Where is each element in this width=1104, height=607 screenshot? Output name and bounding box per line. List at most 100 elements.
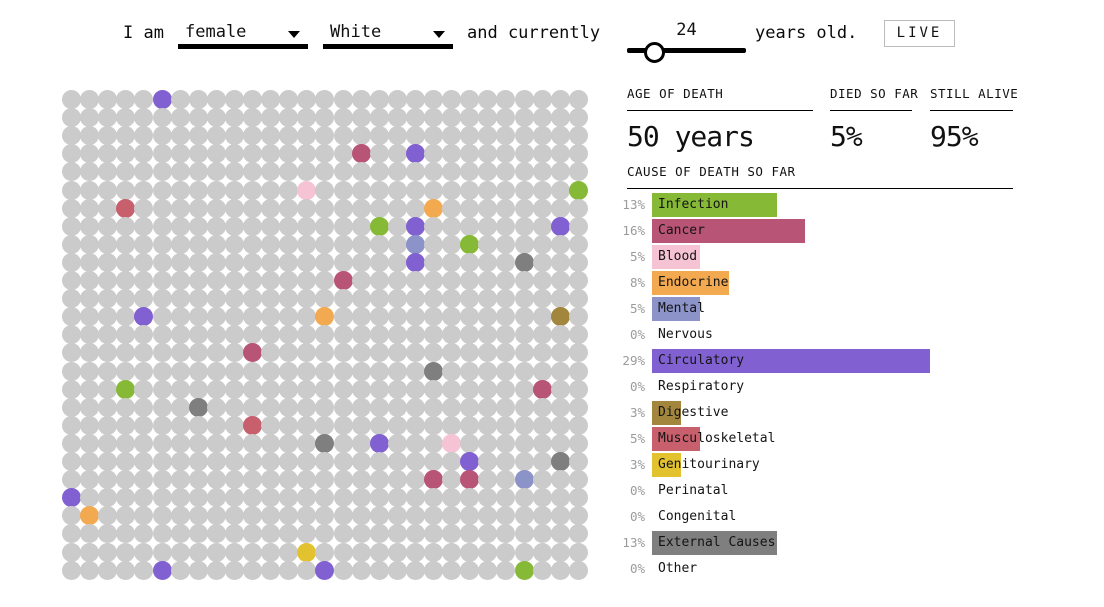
alive-dot [351, 271, 371, 290]
alive-dot [206, 162, 226, 182]
alive-dot [62, 343, 81, 363]
alive-dot [514, 542, 534, 562]
alive-dot [405, 452, 425, 471]
race-select[interactable]: White [323, 20, 453, 49]
alive-dot [351, 198, 371, 218]
cause-row: 16% Cancer [600, 218, 1104, 244]
alive-dot [514, 108, 534, 128]
alive-dot [478, 470, 498, 490]
alive-dot [351, 542, 371, 562]
alive-dot [369, 234, 389, 254]
cause-row: 3% Genitourinary [600, 452, 1104, 478]
alive-dot [405, 506, 425, 526]
alive-dot [478, 524, 498, 544]
alive-dot [170, 126, 190, 146]
alive-dot [261, 542, 281, 562]
alive-dot [405, 126, 425, 146]
alive-dot [188, 144, 208, 164]
alive-dot [170, 506, 190, 526]
alive-dot [170, 470, 190, 490]
alive-dot [170, 252, 190, 272]
cause-bar [652, 427, 700, 451]
alive-dot [297, 307, 317, 327]
alive-dot [224, 506, 244, 526]
alive-dot [188, 415, 208, 435]
alive-dot [442, 108, 462, 128]
alive-dot [80, 361, 100, 381]
alive-dot [514, 90, 534, 109]
live-button[interactable]: LIVE [884, 20, 955, 47]
cause-row: 5% Musculoskeletal [600, 426, 1104, 452]
alive-dot [514, 415, 534, 435]
alive-dot [424, 144, 443, 164]
alive-dot [188, 325, 208, 345]
alive-dot [98, 397, 118, 417]
alive-dot [279, 307, 299, 327]
alive-dot [568, 198, 588, 218]
dead-dot [188, 397, 208, 417]
alive-dot [297, 343, 317, 363]
alive-dot [243, 307, 262, 327]
age-slider[interactable]: 24 [627, 20, 746, 63]
gender-select[interactable]: female [178, 20, 308, 49]
alive-dot [387, 108, 407, 128]
alive-dot [387, 470, 407, 490]
alive-dot [243, 325, 262, 345]
alive-dot [424, 180, 443, 200]
cause-percent-label: 3% [629, 405, 645, 420]
alive-dot [550, 271, 570, 290]
alive-dot [297, 234, 317, 254]
alive-dot [188, 252, 208, 272]
alive-dot [206, 325, 226, 345]
alive-dot [550, 162, 570, 182]
alive-dot [496, 108, 516, 128]
alive-dot [315, 361, 335, 381]
cause-percent-label: 13% [622, 197, 645, 212]
dead-dot [152, 560, 172, 580]
alive-dot [387, 234, 407, 254]
alive-dot [460, 108, 480, 128]
age-slider-track[interactable] [627, 48, 746, 53]
alive-dot [297, 379, 317, 399]
alive-dot [80, 433, 100, 453]
alive-dot [297, 108, 317, 128]
alive-dot [98, 470, 118, 490]
alive-dot [568, 397, 588, 417]
alive-dot [80, 234, 100, 254]
alive-dot [387, 415, 407, 435]
alive-dot [532, 126, 552, 146]
alive-dot [496, 542, 516, 562]
alive-dot [188, 470, 208, 490]
alive-dot [460, 325, 480, 345]
alive-dot [460, 126, 480, 146]
alive-dot [206, 452, 226, 471]
alive-dot [224, 560, 244, 580]
age-slider-handle[interactable] [644, 42, 665, 63]
alive-dot [116, 343, 136, 363]
alive-dot [442, 216, 462, 236]
alive-dot [152, 524, 172, 544]
cause-name-label: Perinatal [658, 483, 729, 498]
alive-dot [460, 361, 480, 381]
cause-percent-label: 3% [629, 457, 645, 472]
alive-dot [478, 325, 498, 345]
alive-dot [152, 289, 172, 309]
alive-dot [224, 452, 244, 471]
alive-dot [514, 307, 534, 327]
alive-dot [568, 162, 588, 182]
alive-dot [206, 343, 226, 363]
alive-dot [297, 560, 317, 580]
alive-dot [496, 216, 516, 236]
alive-dot [188, 162, 208, 182]
alive-dot [98, 433, 118, 453]
cause-bar [652, 245, 700, 269]
alive-dot [116, 361, 136, 381]
alive-dot [369, 289, 389, 309]
alive-dot [478, 144, 498, 164]
alive-dot [387, 343, 407, 363]
alive-dot [568, 379, 588, 399]
alive-dot [134, 470, 154, 490]
alive-dot [297, 90, 317, 109]
alive-dot [62, 289, 81, 309]
alive-dot [116, 289, 136, 309]
